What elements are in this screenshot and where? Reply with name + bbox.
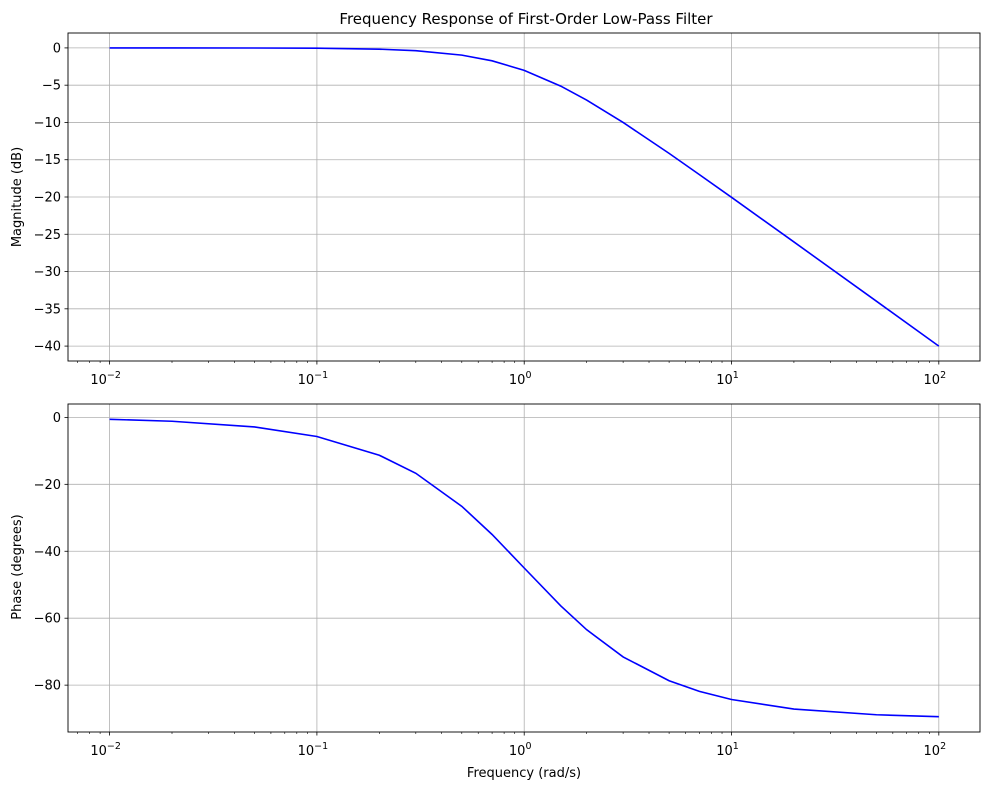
phase-y-tick-label: −60 bbox=[34, 612, 61, 627]
phase-x-tick-label: 10−2 bbox=[90, 741, 121, 759]
magnitude-x-tick-label: 10−2 bbox=[90, 370, 121, 388]
magnitude-y-tick-label: −10 bbox=[34, 116, 61, 131]
phase-y-tick-label: 0 bbox=[53, 411, 61, 426]
phase-plot: Phase (degrees) Frequency (rad/s) 10−2 10… bbox=[10, 403, 981, 781]
phase-x-tick-label: 101 bbox=[716, 741, 739, 759]
magnitude-y-tick-label: −5 bbox=[42, 79, 61, 94]
magnitude-x-tick-label: 102 bbox=[924, 370, 947, 388]
magnitude-y-axis-label: Magnitude (dB) bbox=[10, 147, 25, 247]
phase-x-tick-label: 10−1 bbox=[298, 741, 329, 759]
phase-x-tick-label: 100 bbox=[509, 741, 532, 759]
chart-title: Frequency Response of First-Order Low-Pa… bbox=[339, 10, 713, 28]
magnitude-plot: Frequency Response of First-Order Low-Pa… bbox=[10, 10, 981, 388]
magnitude-x-tick-label: 100 bbox=[509, 370, 532, 388]
magnitude-series-line bbox=[109, 47, 940, 347]
magnitude-x-tick-label: 10−1 bbox=[298, 370, 329, 388]
magnitude-y-tick-label: −15 bbox=[34, 153, 61, 168]
phase-series-line bbox=[109, 418, 939, 718]
phase-y-tick-label: −80 bbox=[34, 679, 61, 694]
magnitude-y-tick-label: 0 bbox=[53, 41, 61, 56]
magnitude-axes-frame bbox=[67, 32, 981, 362]
magnitude-y-tick-label: −30 bbox=[34, 265, 61, 280]
phase-y-axis-label: Phase (degrees) bbox=[10, 514, 25, 619]
magnitude-y-tick-label: −25 bbox=[34, 228, 61, 243]
phase-x-tick-label: 102 bbox=[924, 741, 947, 759]
frequency-x-axis-label: Frequency (rad/s) bbox=[467, 766, 581, 781]
magnitude-x-tick-label: 101 bbox=[716, 370, 739, 388]
phase-y-tick-label: −40 bbox=[34, 545, 61, 560]
phase-axes-frame bbox=[67, 403, 981, 733]
phase-y-tick-label: −20 bbox=[34, 478, 61, 493]
magnitude-y-tick-label: −40 bbox=[34, 340, 61, 355]
magnitude-y-tick-label: −20 bbox=[34, 191, 61, 206]
magnitude-y-tick-label: −35 bbox=[34, 302, 61, 317]
